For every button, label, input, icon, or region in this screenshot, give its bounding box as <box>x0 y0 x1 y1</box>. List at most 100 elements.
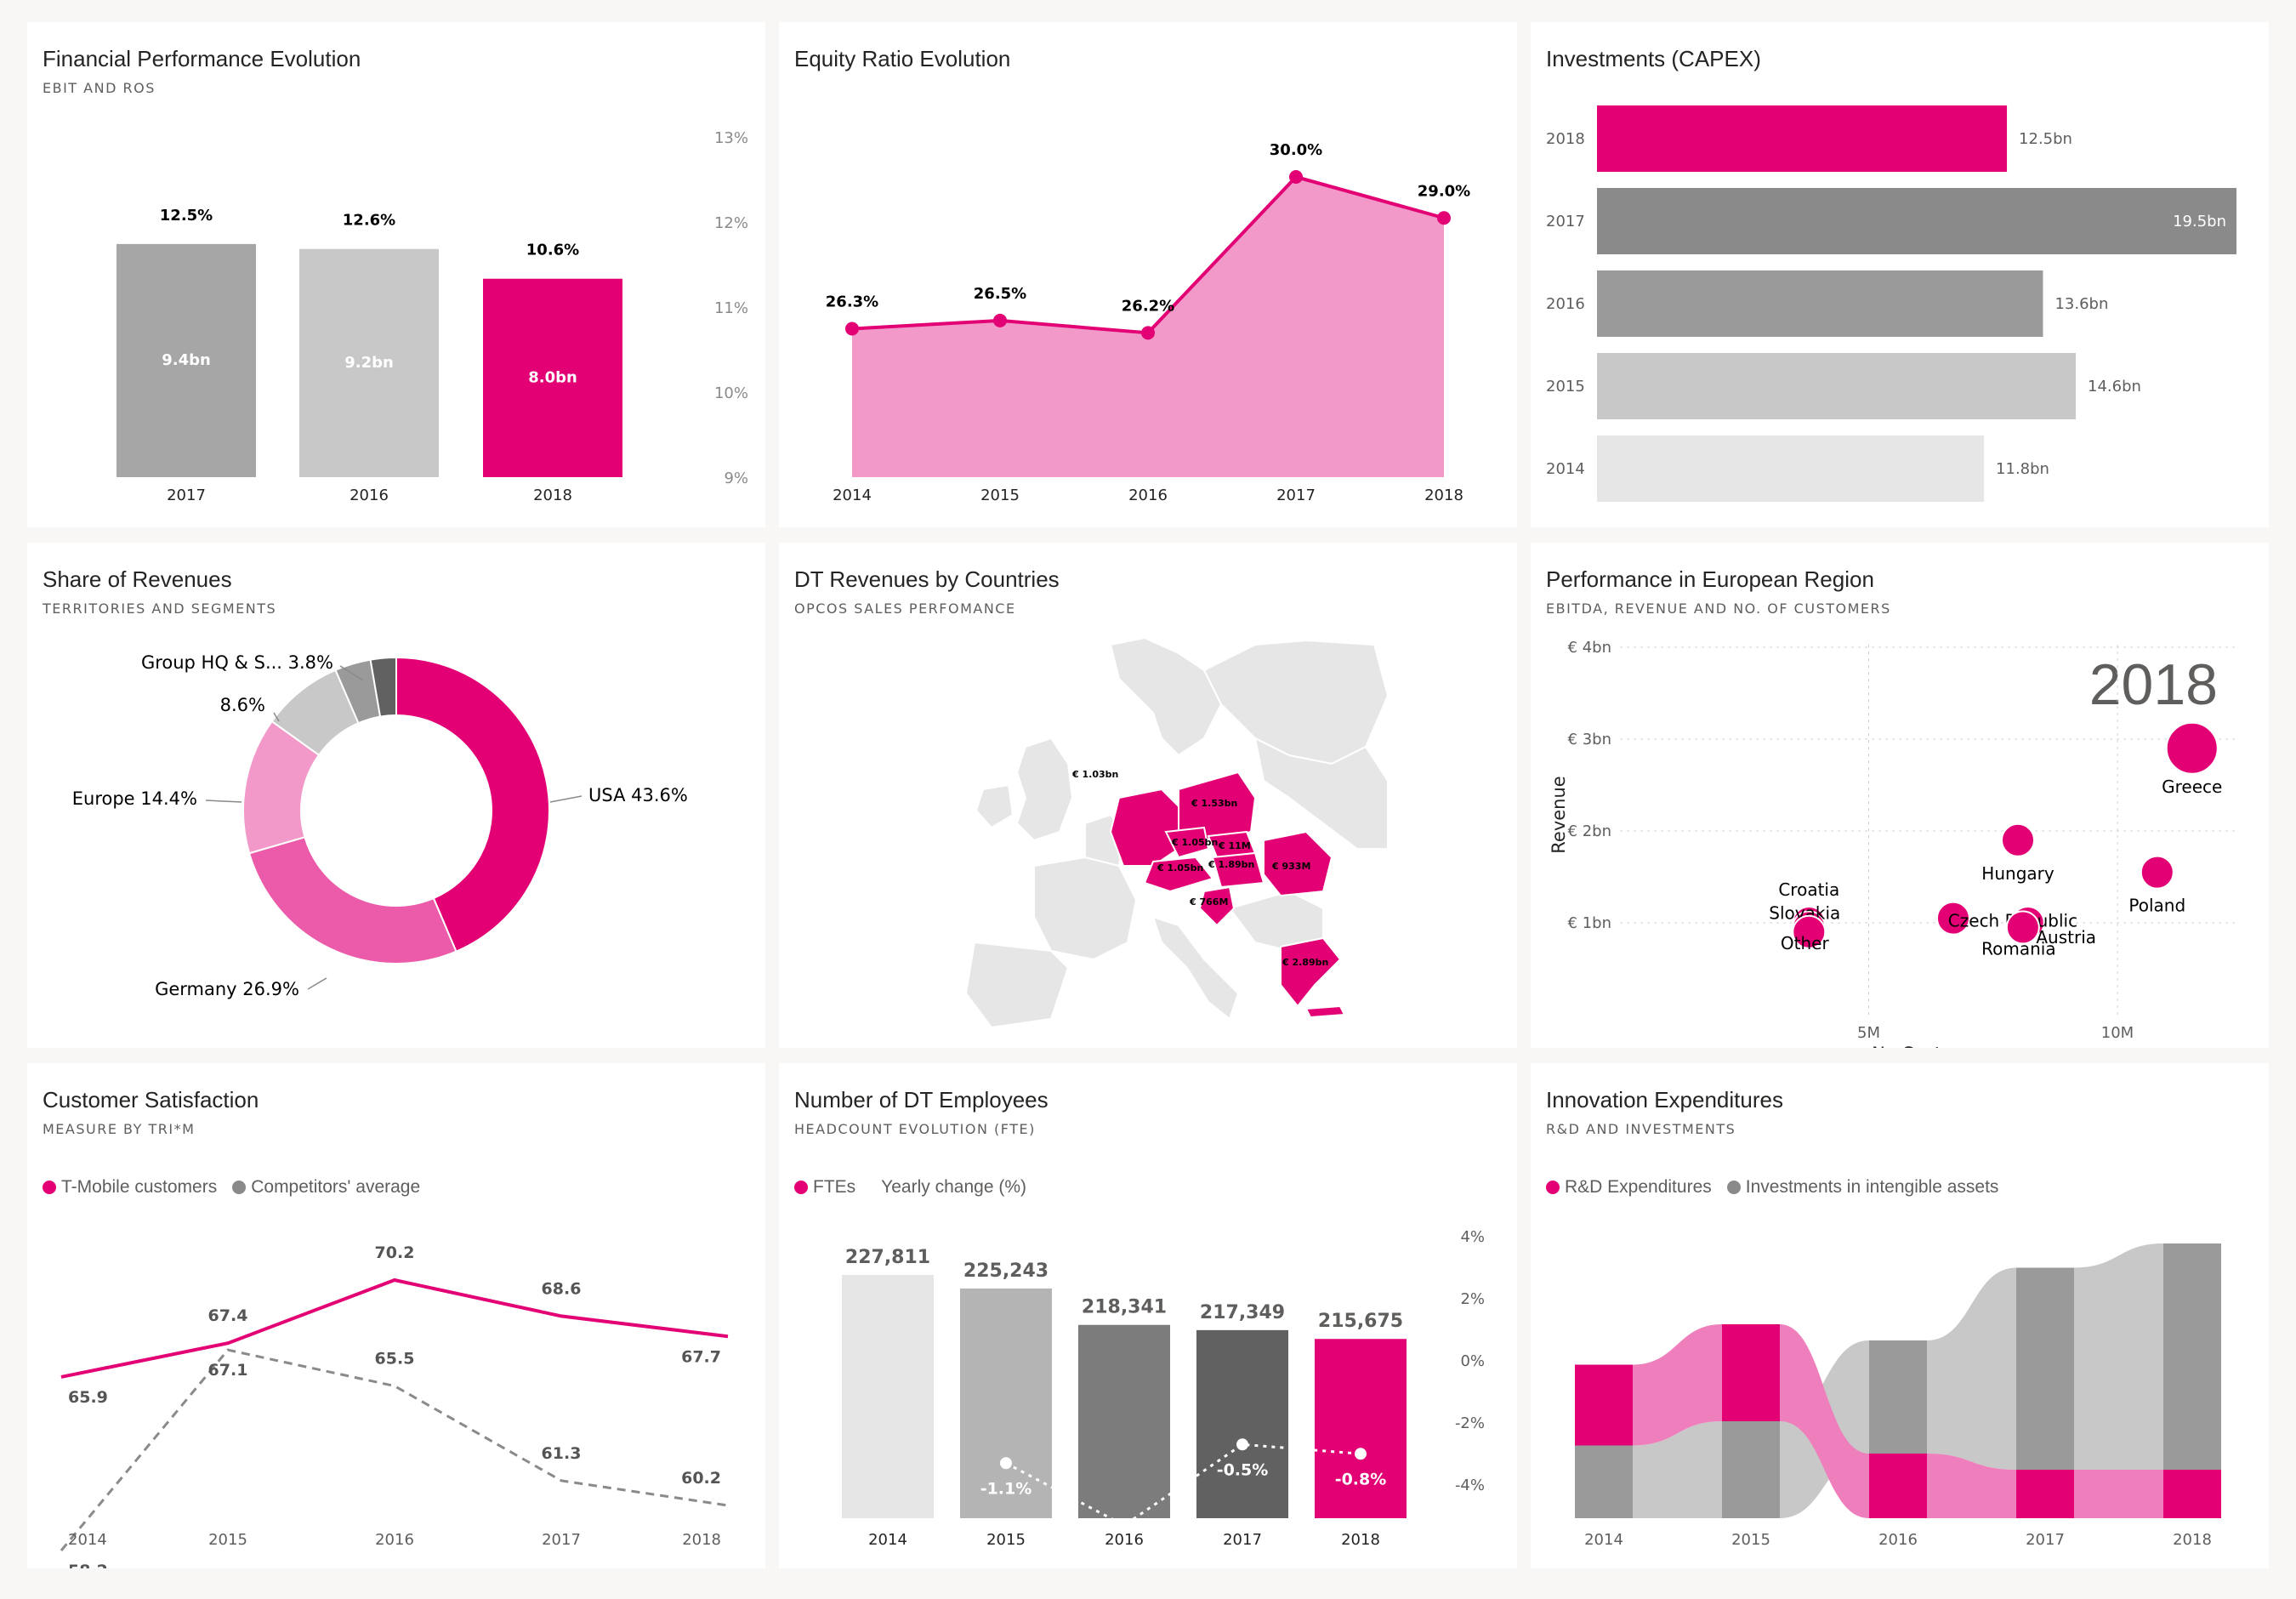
x-tick-label: 2014 <box>833 487 872 504</box>
data-label: 70.2 <box>375 1243 415 1262</box>
ribbon-investments <box>2074 1243 2163 1470</box>
change-label: -0.8% <box>1335 1470 1387 1488</box>
data-point <box>993 313 1007 327</box>
x-tick-label: 2018 <box>1424 487 1463 504</box>
legend-item[interactable]: FTEs <box>794 1177 855 1198</box>
area-fill <box>852 177 1444 477</box>
satisfaction-chart: 65.9 67.4 70.2 68.6 67.7 58.2 67.1 65.5 61.3 60.2… <box>60 1243 729 1568</box>
y2-tick-label: 2% <box>1460 1290 1485 1308</box>
investments-bar <box>1869 1340 1927 1454</box>
x-tick-label: 2015 <box>208 1531 247 1549</box>
change-label: -3.1% <box>1099 1541 1151 1560</box>
series-line <box>60 1277 729 1379</box>
map-label: € 1.03bn <box>1071 769 1118 780</box>
data-point <box>1437 211 1451 225</box>
panel-subtitle: EBITDA, REVENUE AND NO. OF CUSTOMERS <box>1546 600 1891 617</box>
panel-map: DT Revenues by Countries OPCOS SALES PER… <box>779 543 1517 1048</box>
x-tick-label: 2014 <box>68 1531 107 1549</box>
leader-line <box>205 800 242 803</box>
panel-share: Share of Revenues TERRITORIES AND SEGMEN… <box>27 543 765 1048</box>
scatter-point <box>2005 910 2040 945</box>
leader-line <box>273 712 280 722</box>
x-tick-label: 2018 <box>1341 1531 1380 1549</box>
data-label: 65.9 <box>68 1388 108 1407</box>
panel-employees: Number of DT Employees HEADCOUNT EVOLUTI… <box>779 1063 1517 1568</box>
y-tick-label: 2014 <box>1546 460 1585 478</box>
bar-label: 14.6bn <box>2088 378 2141 395</box>
legend-label: T-Mobile customers <box>61 1177 218 1197</box>
data-label: 26.5% <box>974 285 1026 303</box>
panel-satisfaction: Customer Satisfaction MEASURE BY TRI*M T… <box>27 1063 765 1568</box>
ribbon-investments <box>1633 1421 1722 1518</box>
x-axis-label: No.Customers <box>1872 1044 1998 1048</box>
slice-label: Group HQ & S... 3.8% <box>141 652 333 673</box>
data-label: 67.1 <box>208 1361 248 1380</box>
point-label: Poland <box>2128 896 2185 916</box>
investments-bar <box>1575 1445 1633 1518</box>
y-tick-label: 2016 <box>1546 295 1585 313</box>
donut-slice <box>395 656 550 953</box>
data-label: 67.7 <box>681 1347 721 1366</box>
ebit-bar <box>299 248 439 477</box>
investments-bar <box>2016 1267 2074 1470</box>
data-label: 68.6 <box>542 1279 582 1298</box>
ros-label: 10.6% <box>526 242 579 259</box>
y2-tick-label: 9% <box>724 469 748 487</box>
legend-label: Competitors' average <box>251 1177 421 1197</box>
map-label: € 1.05bn <box>1171 837 1218 848</box>
rd-bar <box>2016 1470 2074 1518</box>
legend-dot <box>794 1181 808 1194</box>
legend: FTEs Yearly change (%) <box>794 1177 1042 1198</box>
map-label: € 1.05bn <box>1157 862 1203 873</box>
legend-dot <box>1546 1181 1560 1194</box>
map-label: € 766M <box>1189 896 1228 908</box>
x-tick-label: 2016 <box>1105 1531 1144 1549</box>
slice-label: 8.6% <box>220 695 265 715</box>
panel-title: Customer Satisfaction <box>43 1087 259 1112</box>
europe-scatter: € 1bn € 2bn € 3bn € 4bn 5M 10M No.Customers Rev… <box>1549 639 2236 1048</box>
fte-bar <box>1078 1324 1170 1518</box>
rd-bar <box>1869 1454 1927 1518</box>
x-tick-label: 2018 <box>682 1531 721 1549</box>
change-point <box>1000 1457 1012 1470</box>
europe-map[interactable]: € 1.03bn € 1.53bn € 1.05bn € 11M € 1.05b… <box>779 543 1517 1048</box>
change-point <box>1236 1438 1248 1451</box>
panel-innovation: Innovation Expenditures R&D AND INVESTME… <box>1531 1063 2269 1568</box>
rd-bar <box>1575 1364 1633 1446</box>
data-label: 58.2 <box>68 1562 108 1568</box>
legend-item[interactable]: R&D Expenditures <box>1546 1177 1712 1198</box>
data-label: 26.2% <box>1122 297 1174 315</box>
x-tick-label: 2014 <box>868 1531 907 1549</box>
x-tick-label: 2017 <box>1223 1531 1262 1549</box>
panel-title: Equity Ratio Evolution <box>794 46 1011 71</box>
panel-capex: Investments (CAPEX) 2018 12.5bn 2017 19.5bn… <box>1531 22 2269 527</box>
investments-bar <box>2163 1243 2221 1470</box>
ebit-bar <box>117 243 256 477</box>
map-label: € 2.89bn <box>1282 957 1328 968</box>
legend-item[interactable]: T-Mobile customers <box>43 1177 217 1198</box>
data-label: 60.2 <box>681 1469 721 1488</box>
legend-item[interactable]: Investments in intengible assets <box>1726 1177 1998 1198</box>
data-point <box>845 322 859 336</box>
y-tick-label: € 3bn <box>1568 731 1611 748</box>
ribbon-rd <box>1633 1324 1722 1446</box>
panel-subtitle: OPCOS SALES PERFOMANCE <box>794 600 1016 617</box>
bar-label: 19.5bn <box>2173 213 2226 230</box>
slice-label: USA 43.6% <box>588 785 688 805</box>
slice-label: Germany 26.9% <box>155 979 299 999</box>
panel-title: Innovation Expenditures <box>1546 1087 1783 1112</box>
fte-label: 227,811 <box>845 1247 930 1268</box>
rd-bar <box>1722 1324 1780 1421</box>
data-point <box>1141 326 1155 340</box>
x-tick-label: 2016 <box>1878 1531 1918 1549</box>
legend-label: FTEs <box>813 1177 856 1197</box>
legend-item[interactable]: Competitors' average <box>232 1177 420 1198</box>
x-tick-label: 2014 <box>1584 1531 1623 1549</box>
capex-bar <box>1597 353 2077 419</box>
data-label: 26.3% <box>826 293 878 311</box>
y-tick-label: € 1bn <box>1568 914 1611 932</box>
leader-line <box>339 665 364 681</box>
x-tick-label: 2017 <box>2026 1531 2065 1549</box>
x-tick-label: 2017 <box>167 487 206 504</box>
legend-item[interactable]: Yearly change (%) <box>881 1177 1026 1198</box>
